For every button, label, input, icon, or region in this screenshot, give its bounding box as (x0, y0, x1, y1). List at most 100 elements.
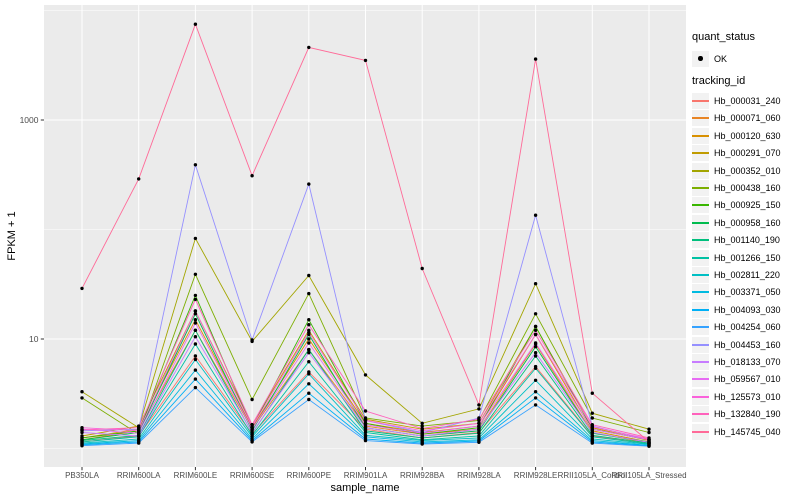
legend-key-Hb_145745_040 (692, 423, 709, 440)
data-point (250, 427, 254, 431)
legend-label-Hb_000925_150: Hb_000925_150 (714, 200, 781, 211)
legend-label-Hb_004093_030: Hb_004093_030 (714, 304, 781, 315)
data-point (477, 421, 481, 425)
data-point (477, 431, 481, 435)
legend-tracking-id-items: Hb_000031_240 Hb_000071_060 Hb_000120_630 H… (692, 92, 800, 440)
data-point (137, 426, 141, 430)
data-point (80, 428, 84, 432)
data-point (533, 378, 538, 382)
legend-line-icon (692, 430, 709, 433)
legend-item-Hb_004453_160: Hb_004453_160 (692, 336, 800, 353)
legend-item-Hb_145745_040: Hb_145745_040 (692, 423, 800, 440)
data-point (533, 282, 538, 286)
x-tick-label-RRIM928BA: RRIM928BA (400, 471, 445, 480)
data-point (477, 407, 481, 411)
data-point (307, 45, 311, 50)
data-point (137, 177, 141, 181)
legend-key-Hb_125573_010 (692, 388, 709, 405)
data-point (363, 426, 368, 430)
data-point (363, 438, 368, 443)
legend-item-Hb_000120_630: Hb_000120_630 (692, 127, 800, 144)
data-point (250, 423, 254, 427)
legend-line-icon (692, 204, 709, 207)
legend-label-Hb_059567_010: Hb_059567_010 (714, 374, 781, 385)
legend-line-icon (692, 187, 709, 190)
legend-item-Hb_018133_070: Hb_018133_070 (692, 353, 800, 370)
data-point (363, 418, 368, 423)
legend-key-Hb_000031_240 (692, 93, 709, 110)
legend-key-Hb_018133_070 (692, 353, 709, 370)
x-tick-label-RRII105LA_Stressed: RRII105LA_Stressed (611, 471, 686, 480)
legend-key-Hb_003371_050 (692, 284, 709, 301)
data-point (533, 341, 538, 345)
legend-line-icon (692, 221, 709, 224)
data-point (420, 426, 424, 431)
data-point (420, 266, 424, 271)
legend-line-icon (692, 239, 709, 242)
data-point (590, 441, 594, 445)
data-point (307, 397, 311, 402)
legend-item-Hb_002811_220: Hb_002811_220 (692, 266, 800, 283)
legend-item-Hb_000925_150: Hb_000925_150 (692, 197, 800, 214)
data-point (250, 397, 254, 402)
legend-label-Hb_000120_630: Hb_000120_630 (714, 130, 781, 141)
data-point (193, 328, 198, 332)
data-point (420, 424, 424, 428)
legend-key-Hb_004093_030 (692, 301, 709, 318)
x-tick-label-RRIM600PE: RRIM600PE (287, 471, 331, 480)
legend-title-quant-status: quant_status (692, 31, 755, 43)
legend-line-icon (692, 343, 709, 346)
data-point (533, 366, 538, 370)
legend-key-Hb_001140_190 (692, 232, 709, 249)
data-point (533, 396, 538, 400)
data-point (193, 318, 198, 322)
data-point (307, 273, 311, 278)
legend-line-icon (692, 308, 709, 311)
data-point (80, 396, 84, 400)
legend-label-Hb_132840_190: Hb_132840_190 (714, 409, 781, 420)
data-point (193, 272, 198, 276)
y-axis-title: FPKM + 1 (6, 211, 18, 260)
data-point (307, 291, 311, 296)
legend-item-ok: OK (692, 50, 800, 67)
legend-item-Hb_001140_190: Hb_001140_190 (692, 232, 800, 249)
legend-line-icon (692, 256, 709, 259)
data-point (307, 182, 311, 186)
legend-label-Hb_001266_150: Hb_001266_150 (714, 252, 781, 263)
data-point (590, 427, 594, 431)
data-point (420, 421, 424, 425)
legend: quant_status OK tracking_id Hb_000031_24… (692, 31, 800, 440)
data-point (363, 416, 368, 420)
legend-label-Hb_002811_220: Hb_002811_220 (714, 269, 780, 280)
data-point (250, 338, 254, 342)
legend-item-Hb_000071_060: Hb_000071_060 (692, 110, 800, 127)
legend-key-Hb_001266_150 (692, 249, 709, 266)
legend-line-icon (692, 152, 709, 155)
legend-key-Hb_132840_190 (692, 406, 709, 423)
x-tick-label-RRIM901LA: RRIM901LA (344, 471, 388, 480)
data-point (477, 417, 481, 421)
legend-key-Hb_000352_010 (692, 162, 709, 179)
data-point (533, 354, 538, 358)
data-point (193, 293, 198, 298)
data-point (250, 174, 254, 178)
y-tick-label-10: 10 (29, 334, 39, 344)
legend-key-Hb_000071_060 (692, 110, 709, 127)
data-point (533, 324, 538, 329)
legend-item-Hb_004093_030: Hb_004093_030 (692, 301, 800, 318)
plot-panel-layer: PB350LA RRIM600LA RRIM600LE RRIM600SE RRIM60… (20, 5, 687, 480)
data-point (533, 403, 538, 407)
data-point (307, 351, 311, 355)
legend-label-Hb_000291_070: Hb_000291_070 (714, 148, 781, 159)
legend-key-Hb_000291_070 (692, 145, 709, 162)
legend-label-ok: OK (714, 53, 728, 64)
x-tick-label-RRIM600LA: RRIM600LA (117, 471, 161, 480)
data-point (250, 430, 254, 435)
data-point (137, 429, 141, 433)
data-point (533, 213, 538, 217)
data-point (193, 368, 198, 372)
legend-line-icon (692, 100, 709, 103)
data-point (307, 323, 311, 327)
